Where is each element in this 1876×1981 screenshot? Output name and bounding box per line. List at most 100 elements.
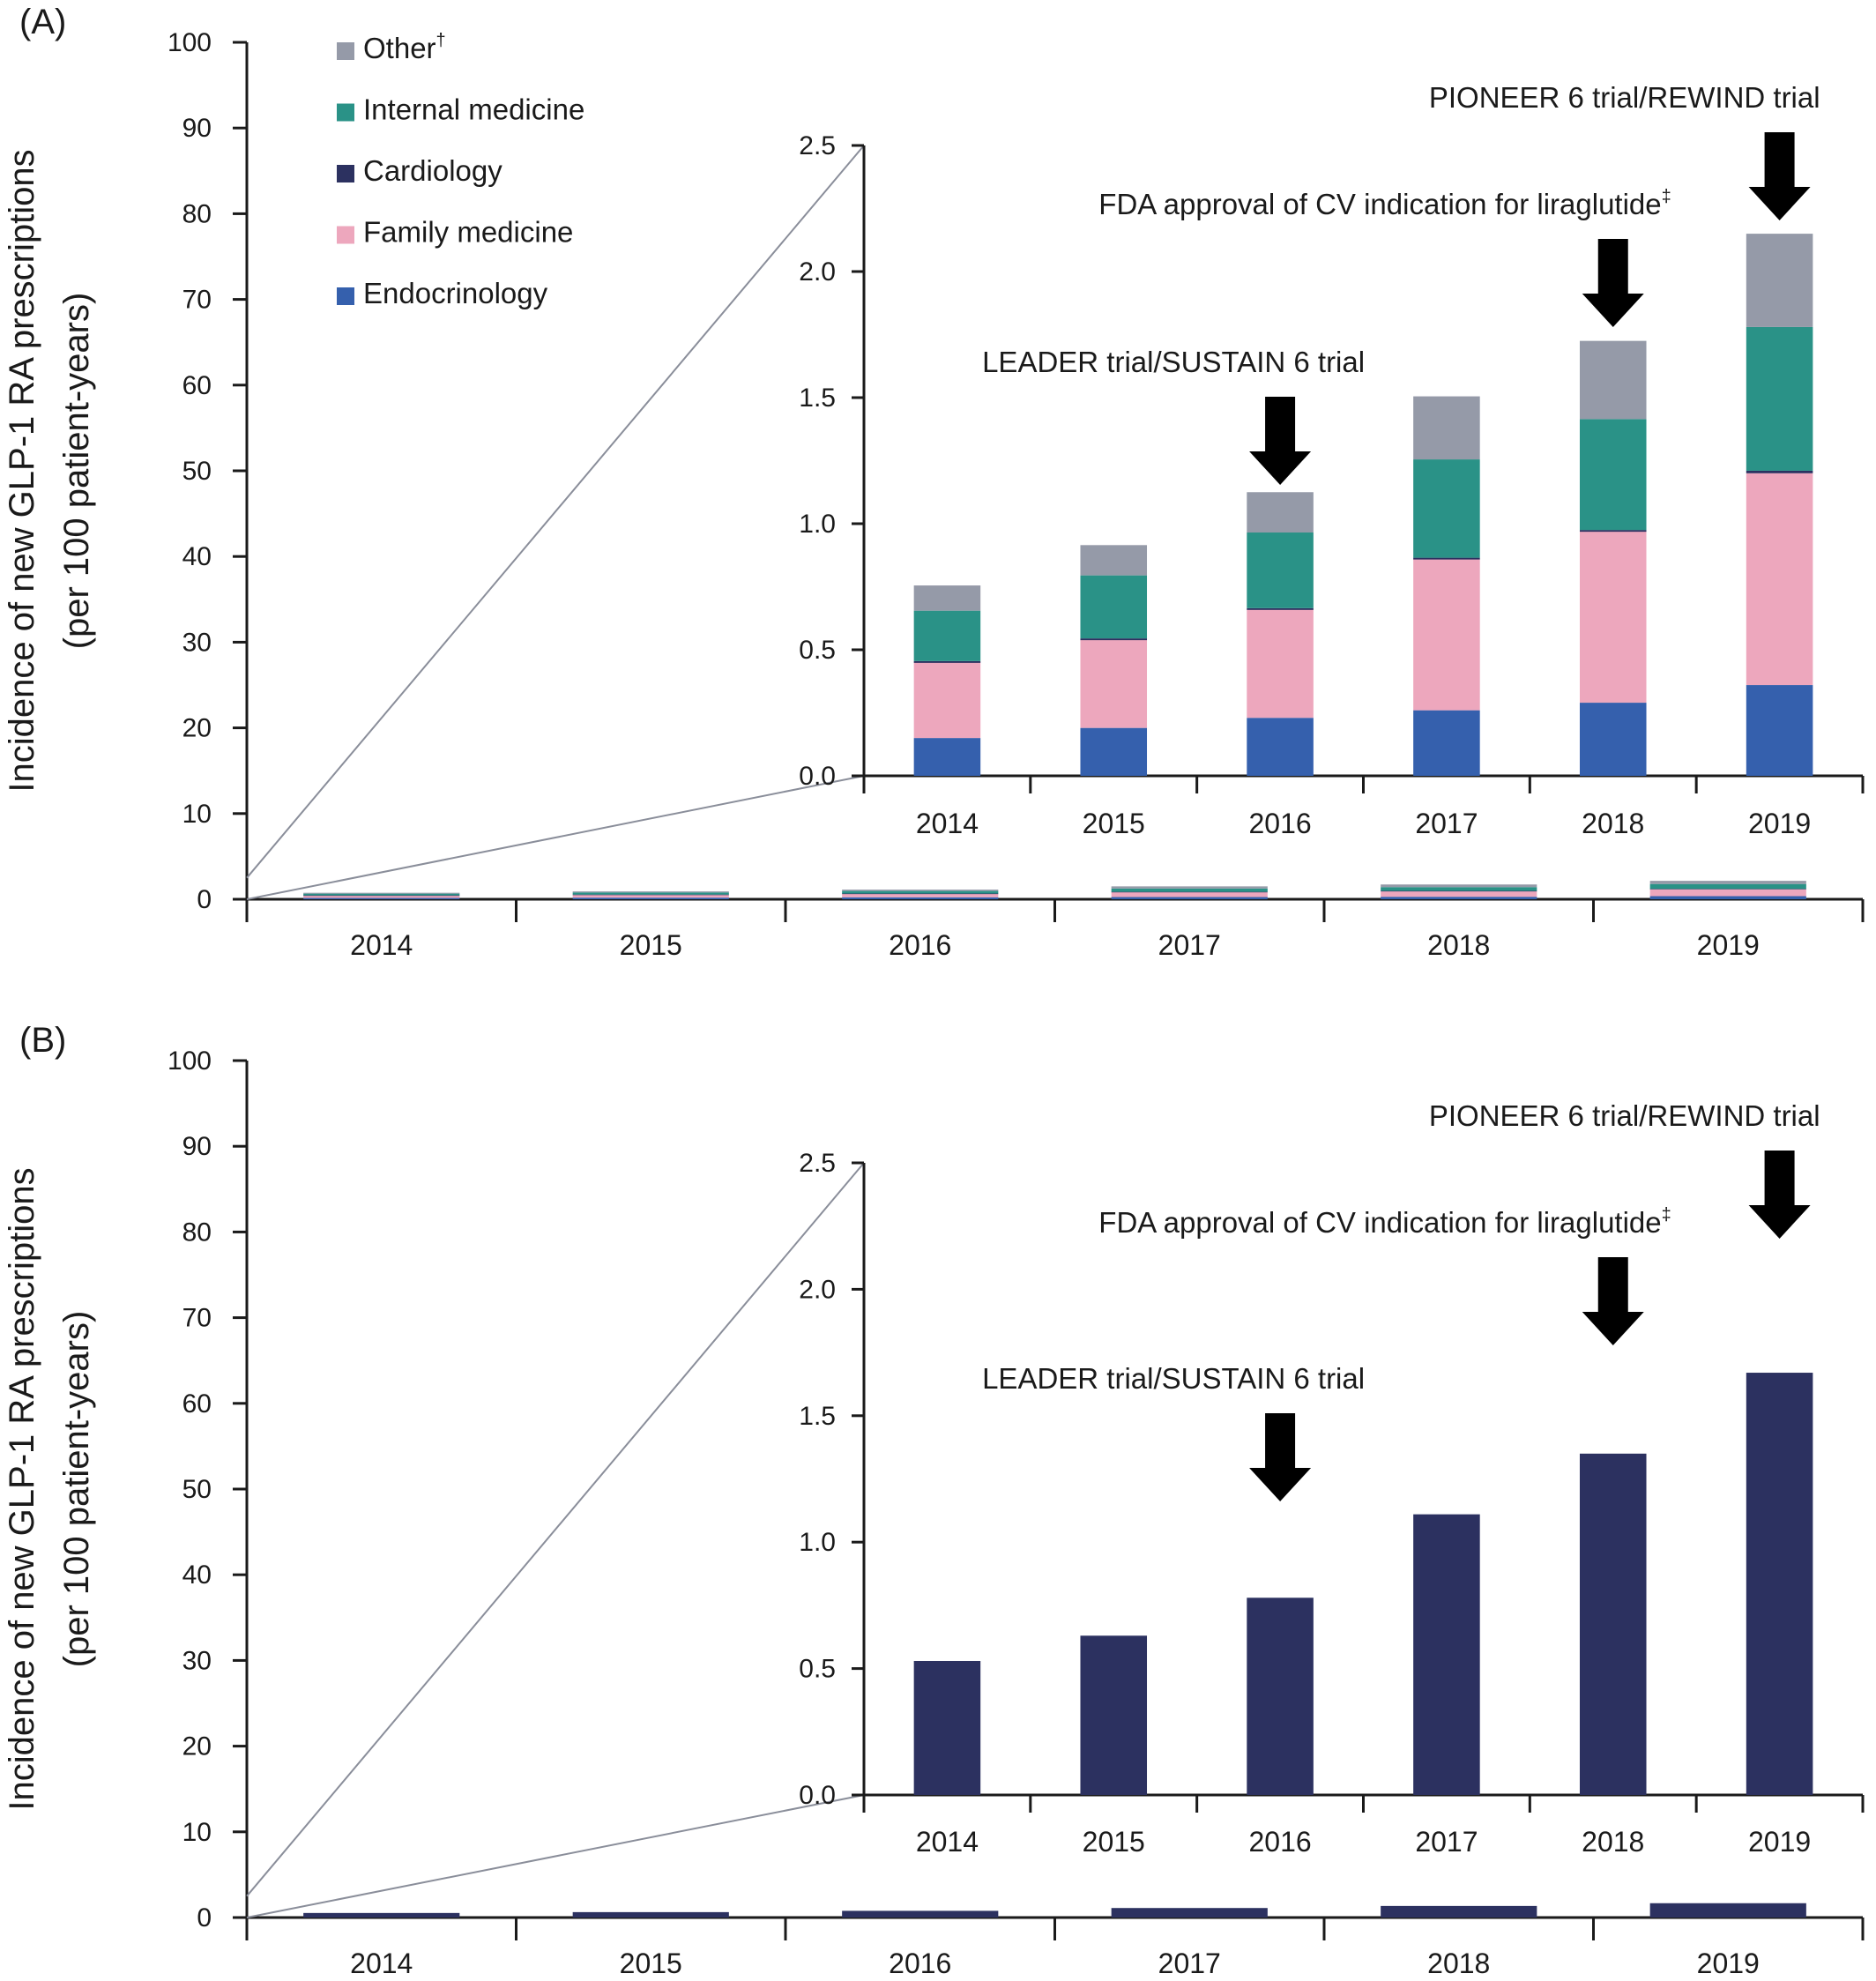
inset-bar-segment: [1413, 710, 1480, 776]
inset-bar-segment: [1080, 638, 1148, 641]
x-tick-label: 2019: [1697, 1947, 1760, 1979]
annotation-arrow-icon: [1748, 1151, 1811, 1239]
inset-bar-segment: [1247, 718, 1314, 776]
main-bar-segment: [1111, 891, 1268, 893]
inset-bar-segment: [1247, 492, 1314, 533]
inset-bar-segment: [913, 738, 981, 776]
main-bar-segment: [1111, 886, 1268, 889]
y-tick-label: 30: [182, 628, 212, 657]
y-tick-label: 100: [168, 28, 212, 57]
main-bar-segment: [1381, 1905, 1537, 1918]
inset-bar-segment: [913, 660, 981, 663]
zoom-line-top: [246, 145, 865, 879]
annotation-arrow-icon: [1748, 132, 1811, 220]
annotation-footnote-mark: ‡: [1662, 1205, 1671, 1225]
main-bar-segment: [303, 892, 460, 894]
inset-bar-segment: [1080, 545, 1148, 576]
annotation-text: PIONEER 6 trial/REWIND trial: [1429, 81, 1820, 114]
annotation-text: PIONEER 6 trial/REWIND trial: [1429, 1099, 1820, 1132]
inset-bar-segment: [1746, 685, 1813, 776]
y-tick-label: 20: [182, 714, 212, 743]
inset-bar-segment: [1746, 1373, 1813, 1795]
zoom-line-bottom: [246, 775, 865, 900]
annotation-text: FDA approval of CV indication for liragl…: [1098, 187, 1671, 220]
inset-y-tick-label: 2.5: [799, 1149, 836, 1178]
main-bar-segment: [572, 891, 729, 893]
x-tick-label: 2015: [620, 1947, 682, 1979]
inset-bar-segment: [1579, 419, 1647, 531]
y-tick-label: 10: [182, 1818, 212, 1847]
annotation-footnote-mark: ‡: [1662, 187, 1671, 206]
inset-bar-segment: [1746, 326, 1813, 471]
main-bar-segment: [1381, 887, 1537, 891]
annotation-arrow-icon: [1582, 1257, 1644, 1345]
main-bar-segment: [1111, 891, 1268, 897]
y-axis-label-unit: (per 100 patient-years): [57, 293, 96, 650]
main-bar-segment: [572, 894, 729, 898]
inset-x-tick-label: 2016: [1248, 1826, 1311, 1858]
main-bar-segment: [842, 1910, 999, 1918]
y-tick-label: 90: [182, 114, 212, 143]
y-tick-label: 70: [182, 1304, 212, 1333]
legend-swatch: [337, 42, 354, 60]
legend-footnote-mark: †: [436, 31, 446, 50]
main-bar-segment: [303, 1912, 460, 1918]
inset-bar-segment: [1247, 609, 1314, 719]
main-bar-segment: [572, 1911, 729, 1918]
annotation-arrow-icon: [1249, 397, 1312, 485]
inset-y-tick-label: 1.0: [799, 1528, 836, 1557]
inset-bar-segment: [1247, 607, 1314, 610]
inset-bar-segment: [1579, 340, 1647, 420]
inset-bar-segment: [1080, 639, 1148, 728]
main-bar-segment: [842, 890, 999, 891]
inset-x-tick-label: 2016: [1248, 808, 1311, 839]
legend-entry: Family medicine: [363, 216, 573, 249]
legend-entry: Other†: [363, 31, 446, 64]
x-tick-label: 2019: [1697, 929, 1760, 961]
main-bar-segment: [842, 893, 999, 895]
annotation-label: FDA approval of CV indication for liragl…: [1098, 1206, 1661, 1239]
inset-x-tick-label: 2015: [1083, 1826, 1145, 1858]
main-bar-segment: [1381, 890, 1537, 897]
inset-bar-segment: [1413, 459, 1480, 558]
inset-x-tick-label: 2019: [1748, 808, 1811, 839]
main-bar-segment: [1381, 884, 1537, 888]
inset-y-tick-label: 0.5: [799, 636, 836, 665]
legend-entry: Internal medicine: [363, 93, 584, 126]
main-bar-segment: [303, 895, 460, 897]
y-tick-label: 40: [182, 542, 212, 571]
legend-swatch: [337, 165, 354, 182]
y-tick-label: 40: [182, 1560, 212, 1590]
inset-bar-segment: [1579, 531, 1647, 704]
annotation-arrow-icon: [1249, 1413, 1312, 1501]
y-tick-label: 50: [182, 457, 212, 486]
y-tick-label: 20: [182, 1732, 212, 1761]
main-bar-segment: [1649, 889, 1806, 897]
main-bar-segment: [842, 893, 999, 897]
inset-bar-segment: [913, 1660, 981, 1795]
main-bar-segment: [842, 890, 999, 894]
annotation-label: LEADER trial/SUSTAIN 6 trial: [982, 1362, 1365, 1395]
main-bar-segment: [572, 892, 729, 895]
main-bar-segment: [303, 893, 460, 896]
main-bar-segment: [1111, 888, 1268, 892]
annotation-label: FDA approval of CV indication for liragl…: [1098, 188, 1661, 220]
inset-bar-segment: [1579, 703, 1647, 776]
x-tick-label: 2018: [1427, 929, 1490, 961]
inset-bar-segment: [1413, 1514, 1480, 1795]
x-tick-label: 2016: [889, 1947, 951, 1979]
y-axis-label: Incidence of new GLP-1 RA prescriptions: [3, 1167, 41, 1810]
y-tick-label: 70: [182, 286, 212, 315]
main-bar-segment: [572, 897, 729, 899]
x-tick-label: 2014: [350, 1947, 413, 1979]
legend: Other† Internal medicine Cardiology Family …: [337, 31, 584, 309]
inset-x-tick-label: 2017: [1415, 1826, 1478, 1858]
main-bar-segment: [1649, 896, 1806, 899]
legend-entry: Cardiology: [363, 154, 502, 187]
inset-bar-segment: [1746, 473, 1813, 686]
main-bar-segment: [1381, 897, 1537, 899]
inset-bar-segment: [1413, 559, 1480, 711]
inset-x-tick-label: 2014: [916, 1826, 979, 1858]
y-tick-label: 100: [168, 1046, 212, 1076]
